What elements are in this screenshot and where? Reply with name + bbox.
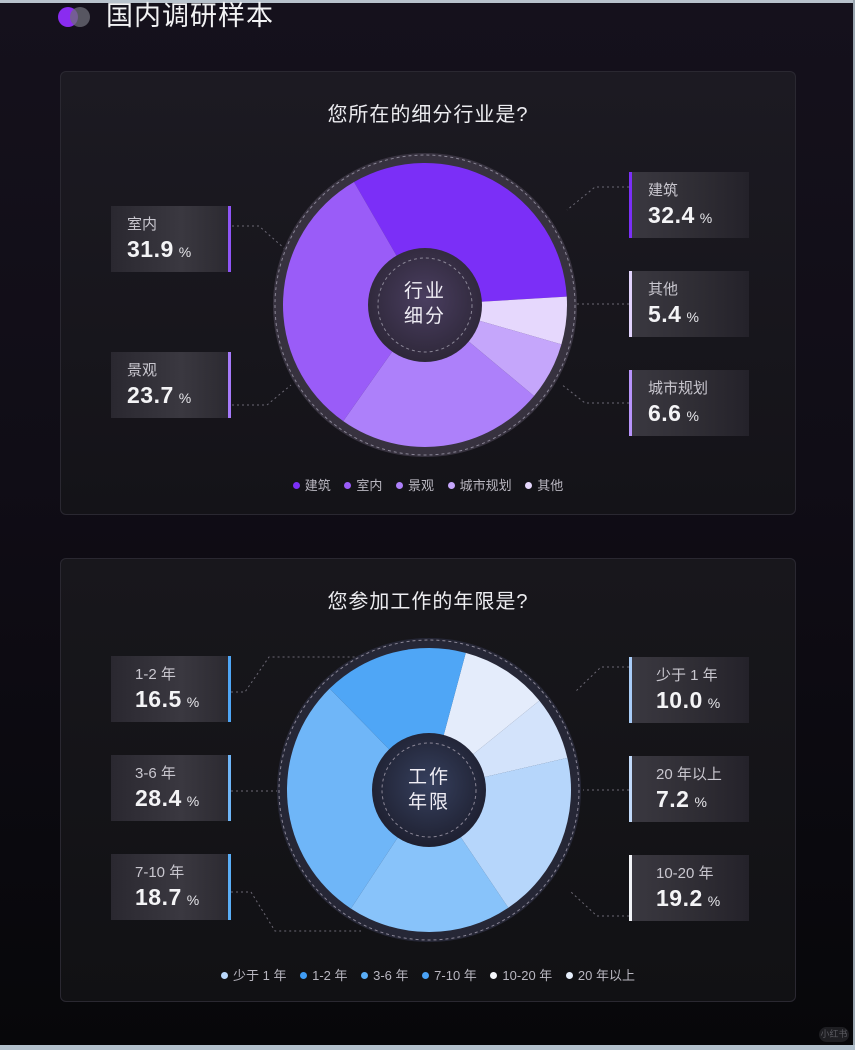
legend-item: 3-6 年 (361, 965, 409, 984)
label-urban-planning: 城市规划 6.6% (629, 370, 749, 436)
page-title: 国内调研样本 (106, 1, 274, 31)
label-value: 6.6% (648, 400, 700, 426)
legend-dot-icon (361, 972, 369, 980)
window-bottom-edge (0, 1045, 855, 1050)
label-name: 城市规划 (648, 380, 709, 397)
legend-item: 城市规划 (447, 475, 512, 494)
legend-dot-icon (395, 482, 403, 490)
label-value: 19.2% (656, 885, 721, 911)
years-chart-card: 您参加工作的年限是? 工作 年限 1-2 年 16.5% 3-6 年 28.4%… (60, 558, 796, 1002)
label-interior: 室内 31.9% (111, 206, 231, 272)
label-name: 建筑 (648, 182, 679, 199)
legend-dot-icon (525, 482, 533, 490)
legend-dot-icon (221, 972, 228, 980)
window-right-edge (853, 0, 855, 1050)
industry-chart-title: 您所在的细分行业是? (327, 104, 529, 126)
label-value: 5.4% (648, 301, 700, 327)
gray-dot (70, 7, 90, 27)
label-7-10-years: 7-10 年 18.7% (111, 854, 231, 920)
years-pie-chart (231, 638, 629, 942)
legend-item: 7-10 年 (422, 965, 477, 984)
center-line-1: 行业 (403, 281, 446, 302)
label-3-6-years: 3-6 年 28.4% (111, 755, 231, 821)
label-value: 10.0% (656, 687, 721, 713)
legend-item: 少于 1 年 (221, 965, 286, 984)
label-value: 16.5% (135, 686, 200, 712)
industry-chart-card: 您所在的细分行业是? 行业 细分 室内 31.9% 景 (60, 71, 796, 515)
label-name: 10-20 年 (656, 865, 714, 882)
legend-item: 20 年以上 (565, 965, 635, 984)
legend-dot-icon (344, 482, 352, 490)
label-value: 31.9% (127, 236, 192, 262)
pie-slice (343, 305, 535, 447)
label-name: 室内 (127, 216, 158, 233)
legend-item: 景观 (395, 475, 434, 494)
legend-item: 10-20 年 (490, 965, 552, 984)
legend-dot-icon (490, 972, 498, 980)
center-line-2: 年限 (407, 792, 450, 813)
label-1-2-years: 1-2 年 16.5% (111, 656, 231, 722)
pie-slice (286, 688, 429, 909)
label-value: 18.7% (135, 884, 200, 910)
window-top-edge (0, 0, 855, 3)
label-value: 32.4% (648, 202, 713, 228)
label-over-20-years: 20 年以上 7.2% (629, 756, 749, 822)
legend-dot-icon (565, 972, 573, 980)
years-chart-title: 您参加工作的年限是? (327, 591, 529, 613)
years-center-label: 工作 年限 (389, 765, 469, 815)
pie-slice (282, 182, 425, 422)
label-name: 20 年以上 (656, 766, 722, 783)
industry-legend: 建筑 室内 景观 城市规划 其他 (61, 475, 795, 494)
legend-item: 1-2 年 (300, 965, 348, 984)
label-name: 其他 (648, 281, 679, 298)
label-name: 景观 (127, 362, 158, 379)
legend-dot-icon (447, 482, 455, 490)
years-connectors (231, 656, 629, 932)
header-dots-icon (58, 5, 94, 27)
label-value: 7.2% (656, 786, 708, 812)
pie-slice (350, 790, 509, 932)
label-name: 1-2 年 (135, 666, 176, 683)
label-name: 3-6 年 (135, 765, 176, 782)
center-line-1: 工作 (407, 767, 450, 788)
legend-dot-icon (422, 972, 430, 980)
watermark: 小红书 (819, 1027, 849, 1042)
label-name: 7-10 年 (135, 864, 185, 881)
label-landscape: 景观 23.7% (111, 352, 231, 418)
legend-dot-icon (292, 482, 300, 490)
center-line-2: 细分 (403, 306, 446, 327)
legend-item: 其他 (525, 475, 563, 494)
label-architecture: 建筑 32.4% (629, 172, 749, 238)
label-other: 其他 5.4% (629, 271, 749, 337)
industry-pie-chart (227, 153, 629, 457)
legend-item: 建筑 (292, 475, 331, 494)
label-10-20-years: 10-20 年 19.2% (629, 855, 749, 921)
legend-item: 室内 (344, 475, 382, 494)
industry-connectors (227, 186, 629, 406)
industry-center-label: 行业 细分 (385, 279, 465, 329)
years-legend: 少于 1 年 1-2 年 3-6 年 7-10 年 10-20 年 20 年以上 (61, 965, 795, 984)
label-under-1-year: 少于 1 年 10.0% (629, 657, 749, 723)
legend-dot-icon (300, 972, 308, 980)
label-value: 28.4% (135, 785, 200, 811)
page-header: 国内调研样本 (58, 0, 274, 32)
label-value: 23.7% (127, 382, 192, 408)
label-name: 少于 1 年 (656, 667, 718, 684)
